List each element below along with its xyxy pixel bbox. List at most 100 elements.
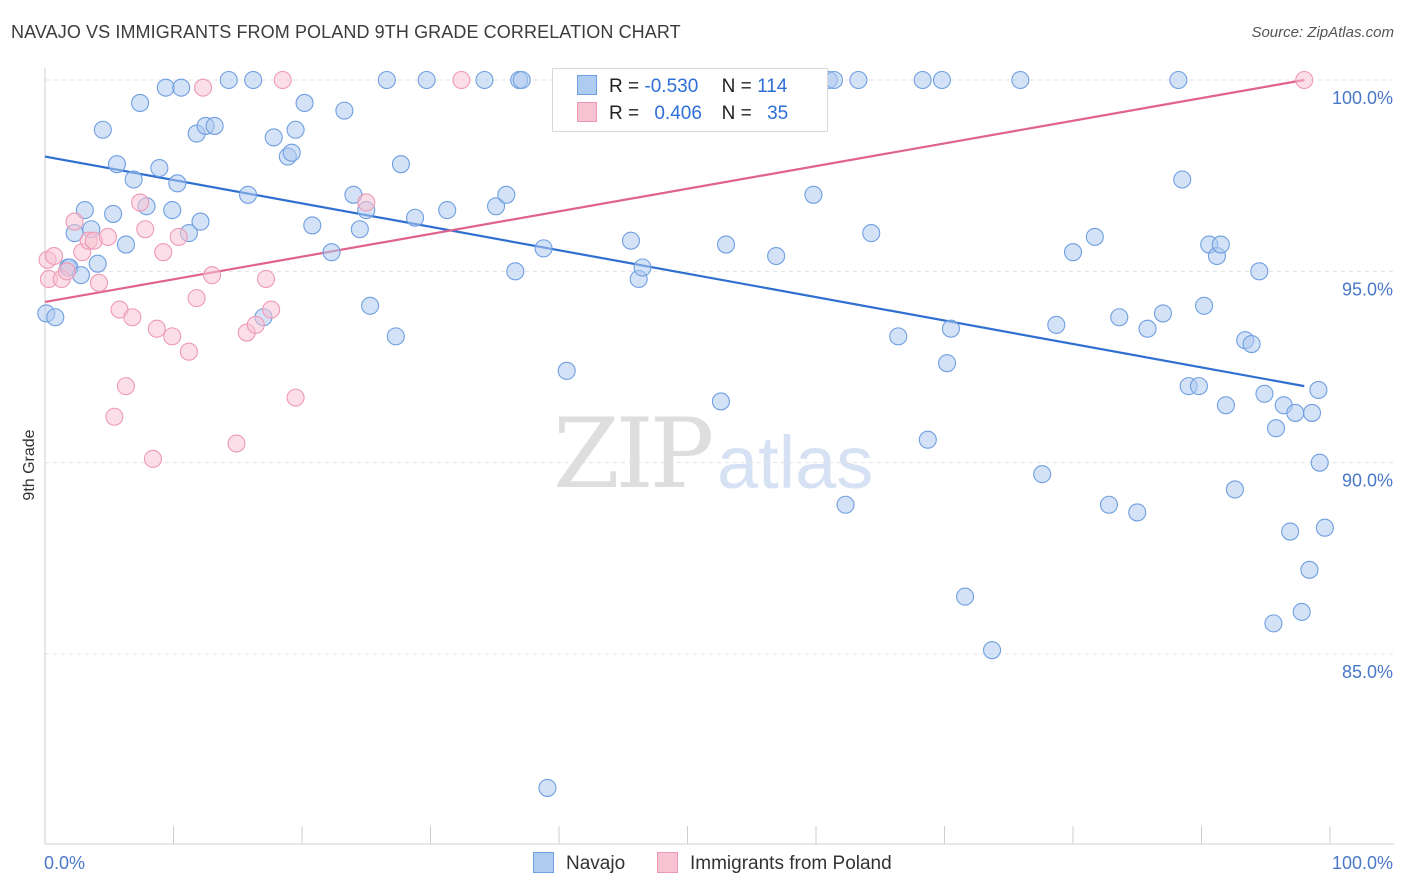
axes [44, 68, 1394, 845]
navajo-point [1063, 243, 1083, 262]
poland-r-value: 0.406 [654, 103, 702, 124]
legend-row-navajo: R = -0.530 N = 114 [577, 75, 787, 101]
navajo-point [1138, 319, 1157, 338]
navajo-point [205, 116, 224, 135]
navajo-point [1292, 602, 1311, 621]
navajo-point [941, 319, 960, 338]
navajo-point [124, 170, 143, 189]
navajo-point [75, 201, 94, 220]
navajo-point [711, 392, 730, 411]
series-legend: Navajo Immigrants from Poland [0, 852, 1406, 878]
navajo-point [767, 246, 786, 266]
navajo-point [88, 254, 107, 273]
navajo-point [633, 258, 652, 277]
navajo-point [836, 495, 855, 514]
y-tick-label: 100.0% [1332, 88, 1393, 108]
navajo-point [361, 296, 380, 315]
poland-point [169, 227, 188, 246]
navajo-point [1281, 522, 1300, 541]
navajo-point [534, 239, 553, 258]
navajo-point [1195, 296, 1214, 315]
poland-point [123, 308, 142, 327]
poland-point [143, 449, 162, 468]
poland-point [286, 388, 305, 407]
navajo-point [406, 208, 425, 227]
navajo-point [282, 143, 301, 162]
navajo-point [1216, 396, 1235, 415]
navajo-point [1315, 518, 1334, 537]
navajo-point [1110, 308, 1129, 327]
navajo-point [913, 70, 932, 90]
navajo-point [938, 354, 957, 373]
navajo-point [93, 120, 112, 139]
navajo-point [1011, 70, 1030, 90]
navajo-point [116, 235, 136, 254]
navajo-point [1250, 262, 1269, 281]
navajo-point [1309, 380, 1328, 400]
navajo-point [506, 262, 525, 281]
navajo-point [417, 70, 436, 90]
navajo-point [238, 185, 258, 204]
poland-point [147, 319, 166, 338]
navajo-point [244, 70, 263, 90]
y-tick-label: 85.0% [1342, 662, 1393, 682]
navajo-point [1302, 403, 1322, 422]
navajo-point [172, 78, 191, 97]
navajo-point [982, 641, 1002, 660]
y-tick-label: 90.0% [1342, 471, 1393, 491]
poland-point [452, 70, 471, 90]
correlation-legend: R = -0.530 N = 114 R = 0.406 N = 35 [552, 68, 828, 132]
poland-point [187, 289, 206, 308]
legend-item-navajo: Navajo [533, 852, 625, 875]
navajo-point [322, 243, 341, 262]
navajo-point [286, 120, 305, 139]
poland-swatch [657, 852, 678, 873]
navajo-point [621, 231, 641, 250]
navajo-point [716, 235, 736, 254]
navajo-point [862, 224, 881, 243]
n-label: N = [721, 103, 752, 124]
navajo-point [104, 204, 123, 223]
navajo-point [377, 70, 396, 90]
poland-point [57, 262, 76, 281]
navajo-point [386, 327, 405, 346]
poland-point [116, 377, 136, 396]
poland-point [273, 70, 292, 90]
poland-point [227, 434, 246, 453]
navajo-point [264, 128, 283, 147]
navajo-point [46, 308, 65, 327]
navajo-point [191, 212, 210, 231]
poland-point [89, 273, 109, 292]
poland-point [131, 193, 150, 212]
navajo-point [131, 93, 150, 113]
navajo-point [168, 174, 187, 193]
navajo-point [486, 197, 506, 216]
navajo-point [1033, 465, 1052, 484]
navajo-point [163, 201, 182, 220]
navajo-point [219, 70, 238, 90]
navajo-point [804, 185, 823, 204]
navajo-point [335, 101, 354, 120]
poland-point [105, 407, 124, 426]
x-tick-label-min: 0.0% [44, 853, 85, 873]
poland-point [1295, 70, 1314, 90]
navajo-point [1153, 304, 1172, 323]
navajo-point [849, 70, 868, 90]
navajo-point [107, 155, 127, 174]
poland-point [154, 243, 173, 262]
poland-n-value: 35 [767, 103, 789, 124]
y-axis-label: 9th Grade [21, 429, 38, 500]
source-credit: Source: ZipAtlas.com [1251, 24, 1394, 41]
navajo-point [295, 93, 314, 113]
data-points [37, 70, 1334, 797]
legend-row-poland: R = 0.406 N = 35 [577, 102, 788, 128]
poland-trend-line [44, 78, 1305, 304]
legend-label-navajo: Navajo [566, 853, 626, 874]
navajo-swatch [533, 852, 554, 873]
navajo-point [1310, 453, 1329, 472]
r-label: R = [609, 103, 640, 124]
navajo-n-value: 114 [757, 76, 788, 97]
poland-point [65, 212, 84, 231]
poland-point [256, 269, 276, 289]
navajo-point [1300, 560, 1319, 579]
